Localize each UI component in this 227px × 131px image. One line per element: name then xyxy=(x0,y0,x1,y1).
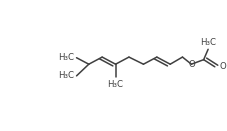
Text: O: O xyxy=(219,62,225,71)
Text: O: O xyxy=(187,60,194,69)
Text: H₃C: H₃C xyxy=(199,38,215,47)
Text: H₃C: H₃C xyxy=(107,80,123,89)
Text: H₃C: H₃C xyxy=(58,53,74,62)
Text: H₃C: H₃C xyxy=(58,71,74,80)
